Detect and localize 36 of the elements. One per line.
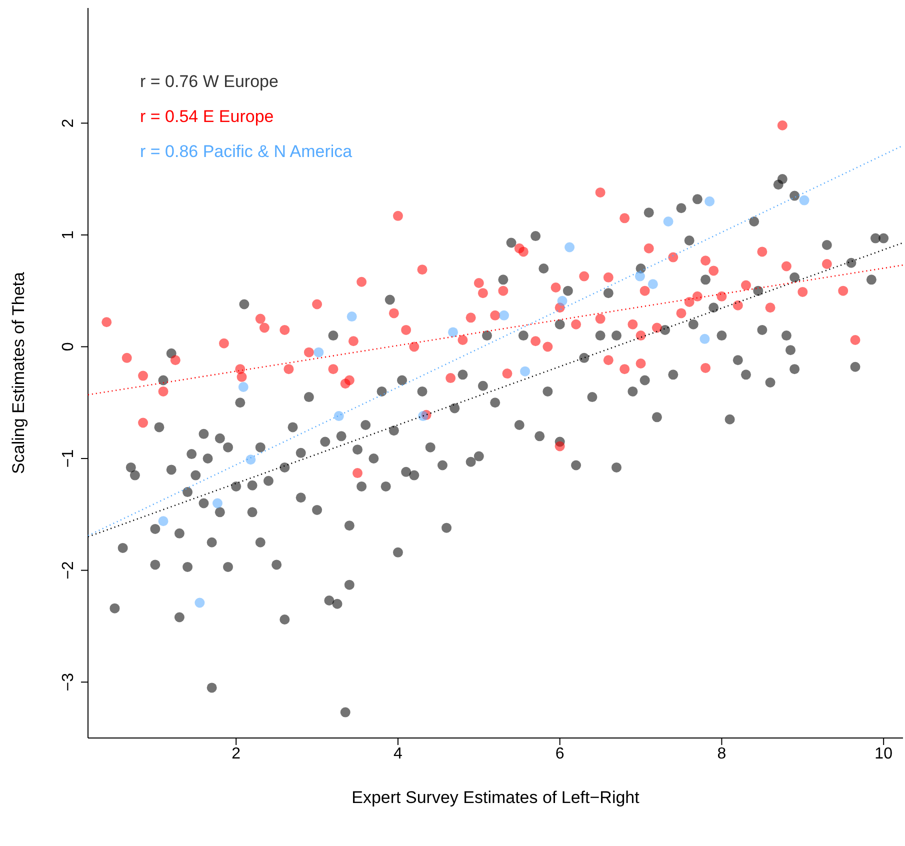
point bbox=[212, 498, 222, 508]
point bbox=[314, 347, 324, 358]
point bbox=[158, 516, 168, 526]
y-tick-label: −2 bbox=[60, 561, 77, 580]
x-tick-label: 6 bbox=[555, 745, 564, 762]
point bbox=[346, 312, 357, 322]
point bbox=[634, 271, 645, 282]
point bbox=[704, 196, 715, 206]
point bbox=[246, 454, 256, 465]
y-axis-title: Scaling Estimates of Theta bbox=[9, 272, 28, 474]
y-tick-label: −1 bbox=[60, 449, 77, 468]
point bbox=[520, 366, 530, 376]
x-axis-title: Expert Survey Estimates of Left−Right bbox=[352, 788, 640, 807]
y-tick-label: 2 bbox=[60, 118, 77, 128]
point bbox=[194, 598, 205, 608]
point bbox=[799, 195, 810, 206]
point bbox=[557, 296, 568, 306]
y-tick-label: 0 bbox=[60, 342, 77, 352]
x-tick-label: 8 bbox=[717, 745, 726, 762]
point bbox=[418, 411, 428, 422]
point bbox=[564, 242, 575, 252]
x-tick-label: 2 bbox=[232, 745, 241, 762]
point bbox=[499, 310, 509, 320]
point bbox=[334, 411, 344, 422]
x-tick-label: 4 bbox=[394, 745, 403, 762]
text: r = 0.76 W Europe bbox=[140, 71, 280, 93]
text: r = 0.54 E Europe bbox=[140, 106, 275, 128]
point bbox=[238, 382, 248, 392]
point bbox=[448, 327, 458, 338]
point bbox=[700, 334, 710, 344]
text: r = 0.86 Pacific & N America bbox=[140, 141, 352, 163]
x-tick-label: 10 bbox=[874, 745, 893, 762]
point bbox=[663, 216, 674, 227]
y-tick-label: −3 bbox=[60, 672, 77, 692]
point bbox=[648, 279, 658, 290]
y-tick-label: 1 bbox=[60, 230, 77, 240]
